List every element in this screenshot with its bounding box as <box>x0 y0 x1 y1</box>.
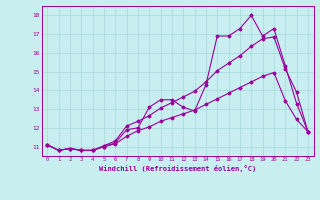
X-axis label: Windchill (Refroidissement éolien,°C): Windchill (Refroidissement éolien,°C) <box>99 165 256 172</box>
